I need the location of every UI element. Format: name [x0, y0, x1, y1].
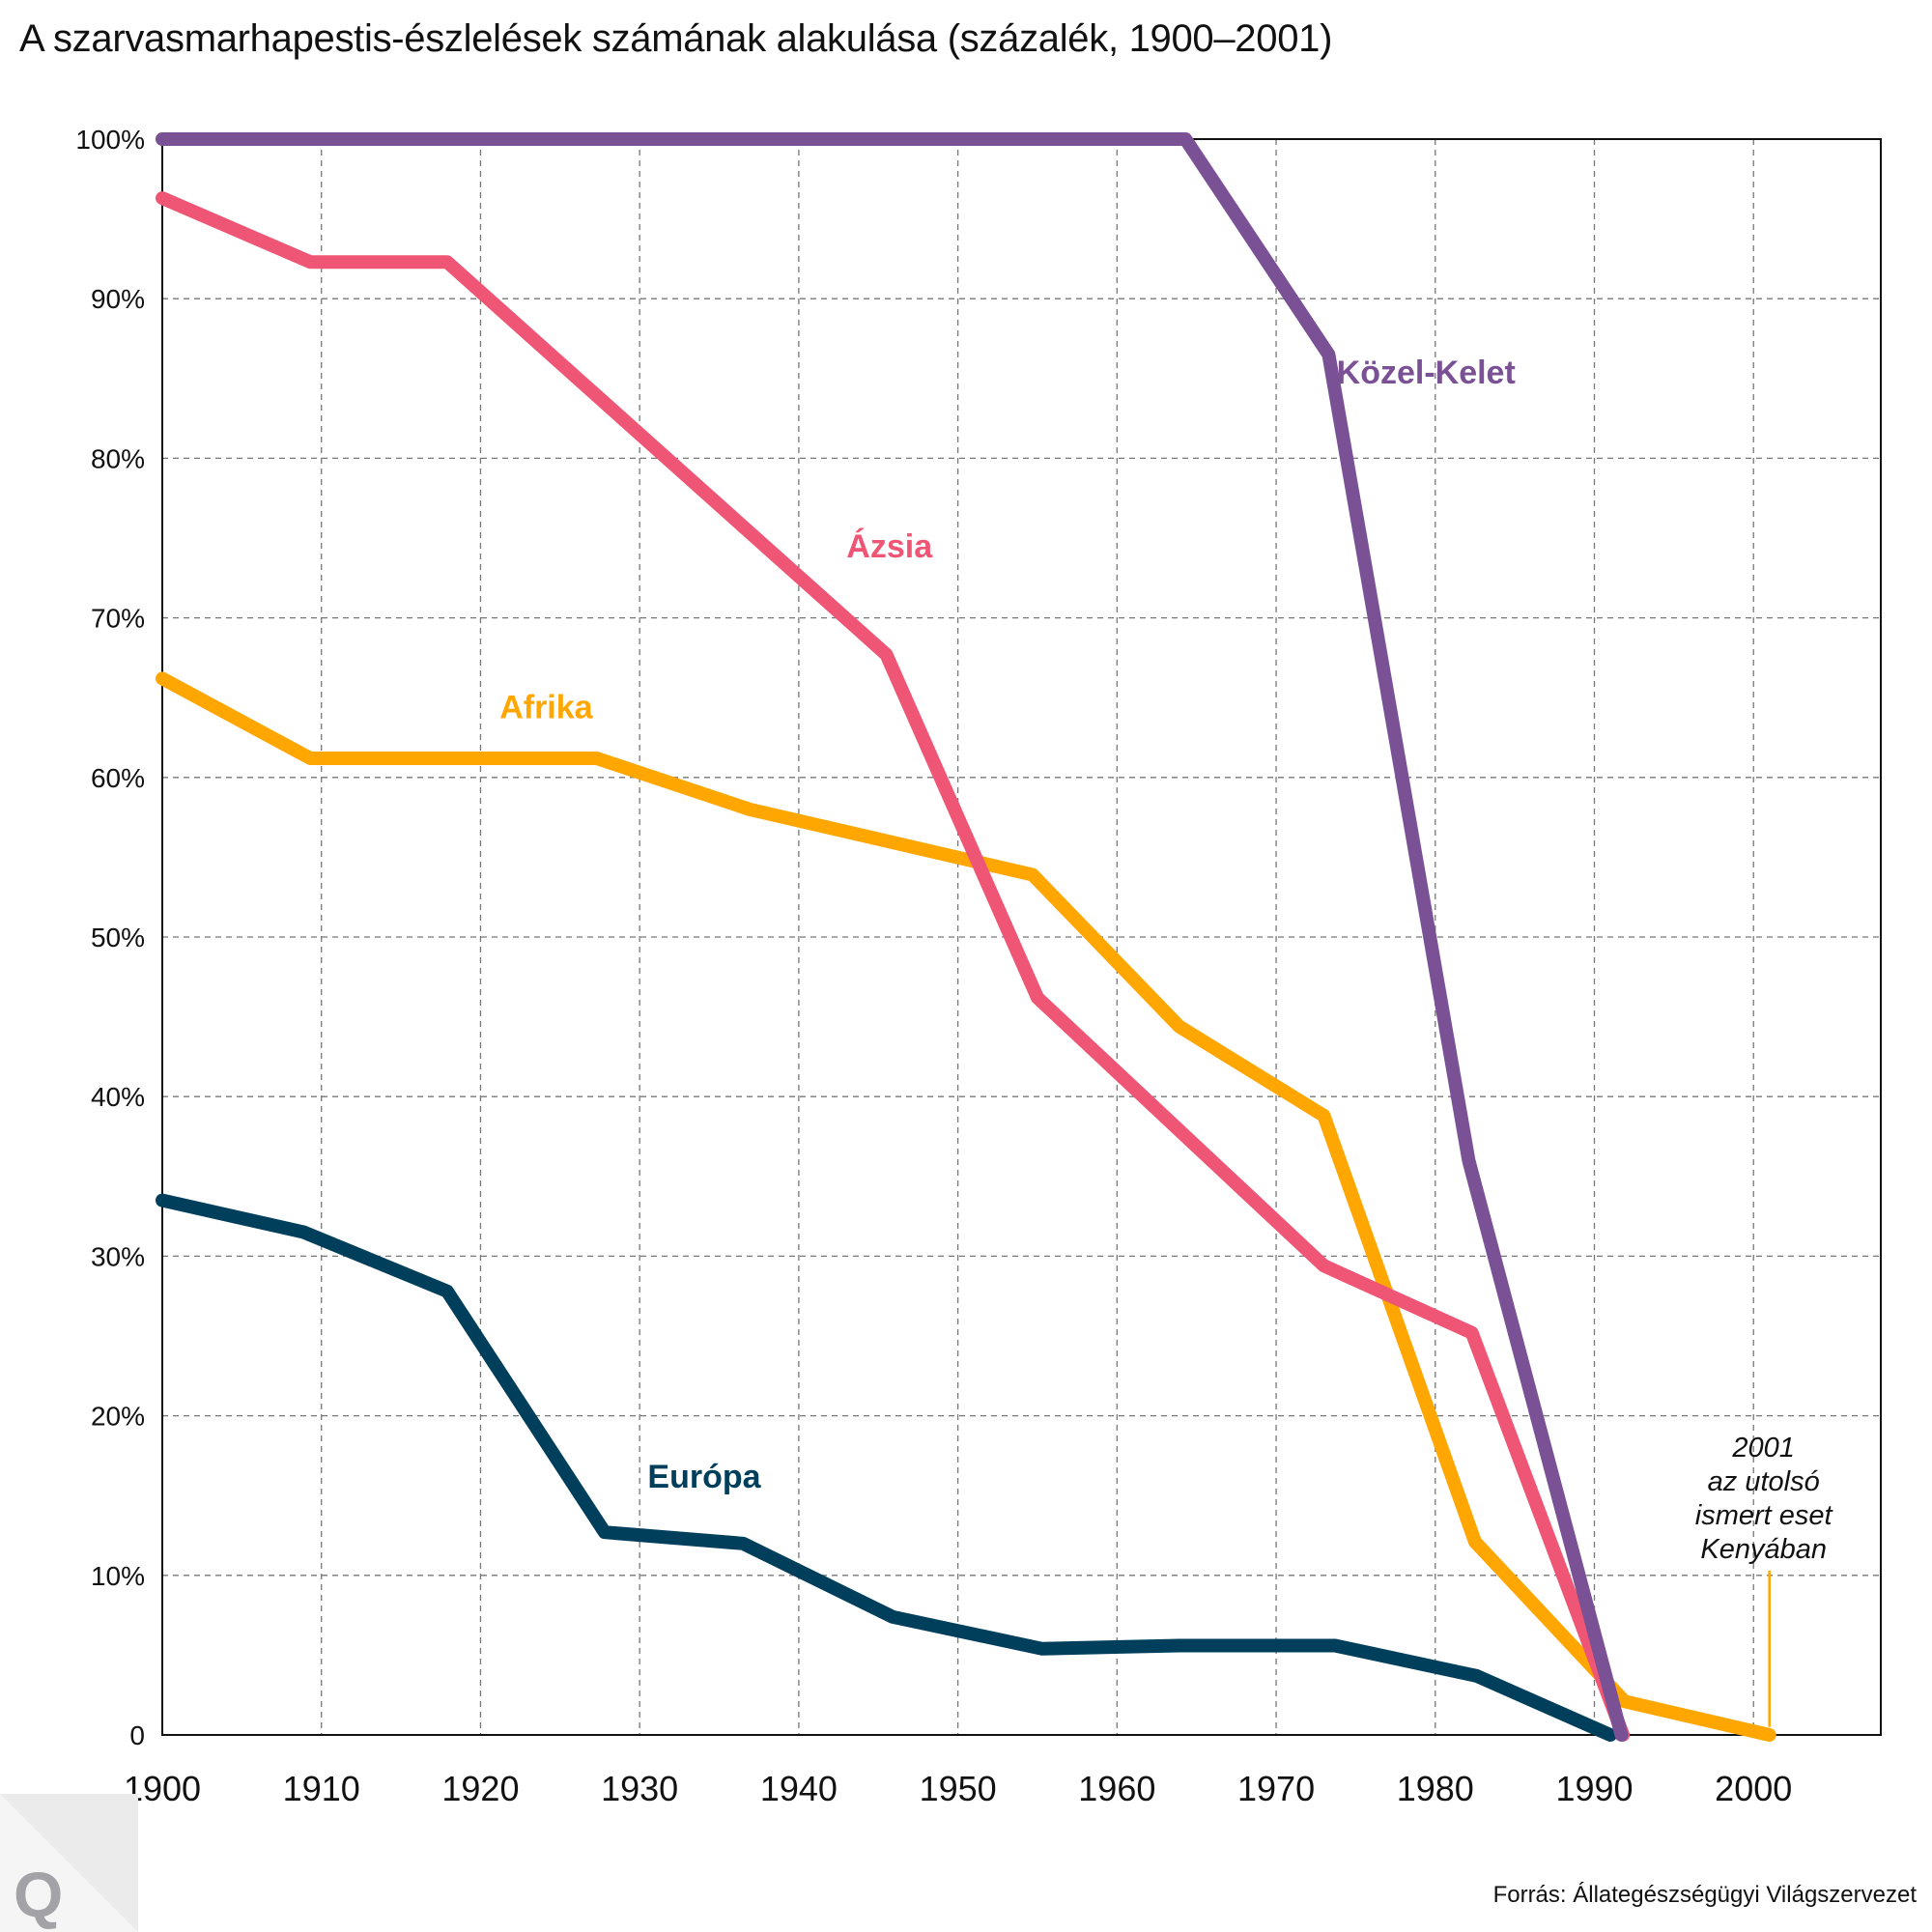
x-tick-label: 1940: [760, 1769, 838, 1808]
x-tick-label: 1960: [1078, 1769, 1155, 1808]
y-tick-label: 100%: [75, 125, 145, 155]
annotation-text-line: 2001: [1731, 1433, 1795, 1463]
y-tick-label: 0: [129, 1720, 145, 1750]
x-tick-label: 1990: [1555, 1769, 1633, 1808]
series-line-0: [156, 132, 1629, 1742]
annotation-text-line: Kenyában: [1700, 1534, 1827, 1565]
y-tick-label: 50%: [91, 923, 145, 952]
series-line-2: [156, 671, 1776, 1742]
series-labels: Közel-Kelet Ázsia Afrika Európa: [499, 355, 1516, 1495]
logo-triangle: [0, 1794, 138, 1932]
x-tick-label: 1970: [1237, 1769, 1315, 1808]
series-label: Közel-Kelet: [1337, 355, 1516, 391]
series-lines: [156, 132, 1776, 1742]
series-label: Ázsia: [846, 528, 933, 565]
chart-title: A szarvasmarhapestis-észlelések számának…: [19, 17, 1333, 60]
series-line-3: [156, 1193, 1617, 1742]
annotation-text-line: ismert eset: [1695, 1500, 1834, 1531]
annotation-text-line: az utolsó: [1708, 1466, 1820, 1497]
q-logo-icon: Q: [0, 1794, 138, 1932]
x-tick-label: 1920: [441, 1769, 519, 1808]
x-tick-label: 1930: [601, 1769, 678, 1808]
x-tick-label: 1950: [920, 1769, 997, 1808]
source-note: Forrás: Állategészségügyi Világszervezet: [1492, 1882, 1917, 1908]
y-tick-label: 20%: [91, 1402, 145, 1432]
y-tick-label: 40%: [91, 1082, 145, 1112]
y-tick-label: 10%: [91, 1561, 145, 1591]
x-tick-label: 2000: [1715, 1769, 1792, 1808]
logo-letter: Q: [14, 1859, 63, 1930]
grid: [162, 139, 1881, 1735]
y-tick-label: 60%: [91, 763, 145, 793]
series-label: Európa: [647, 1459, 761, 1495]
x-tick-label: 1910: [283, 1769, 360, 1808]
series-label: Afrika: [499, 690, 593, 726]
y-tick-label: 80%: [91, 443, 145, 473]
x-tick-label: 1980: [1397, 1769, 1474, 1808]
tick-labels: 010%20%30%40%50%60%70%80%90%100%1900 1910…: [75, 125, 1792, 1808]
series-line-1: [156, 191, 1631, 1742]
y-tick-label: 90%: [91, 284, 145, 314]
y-tick-label: 70%: [91, 604, 145, 634]
y-tick-label: 30%: [91, 1241, 145, 1271]
